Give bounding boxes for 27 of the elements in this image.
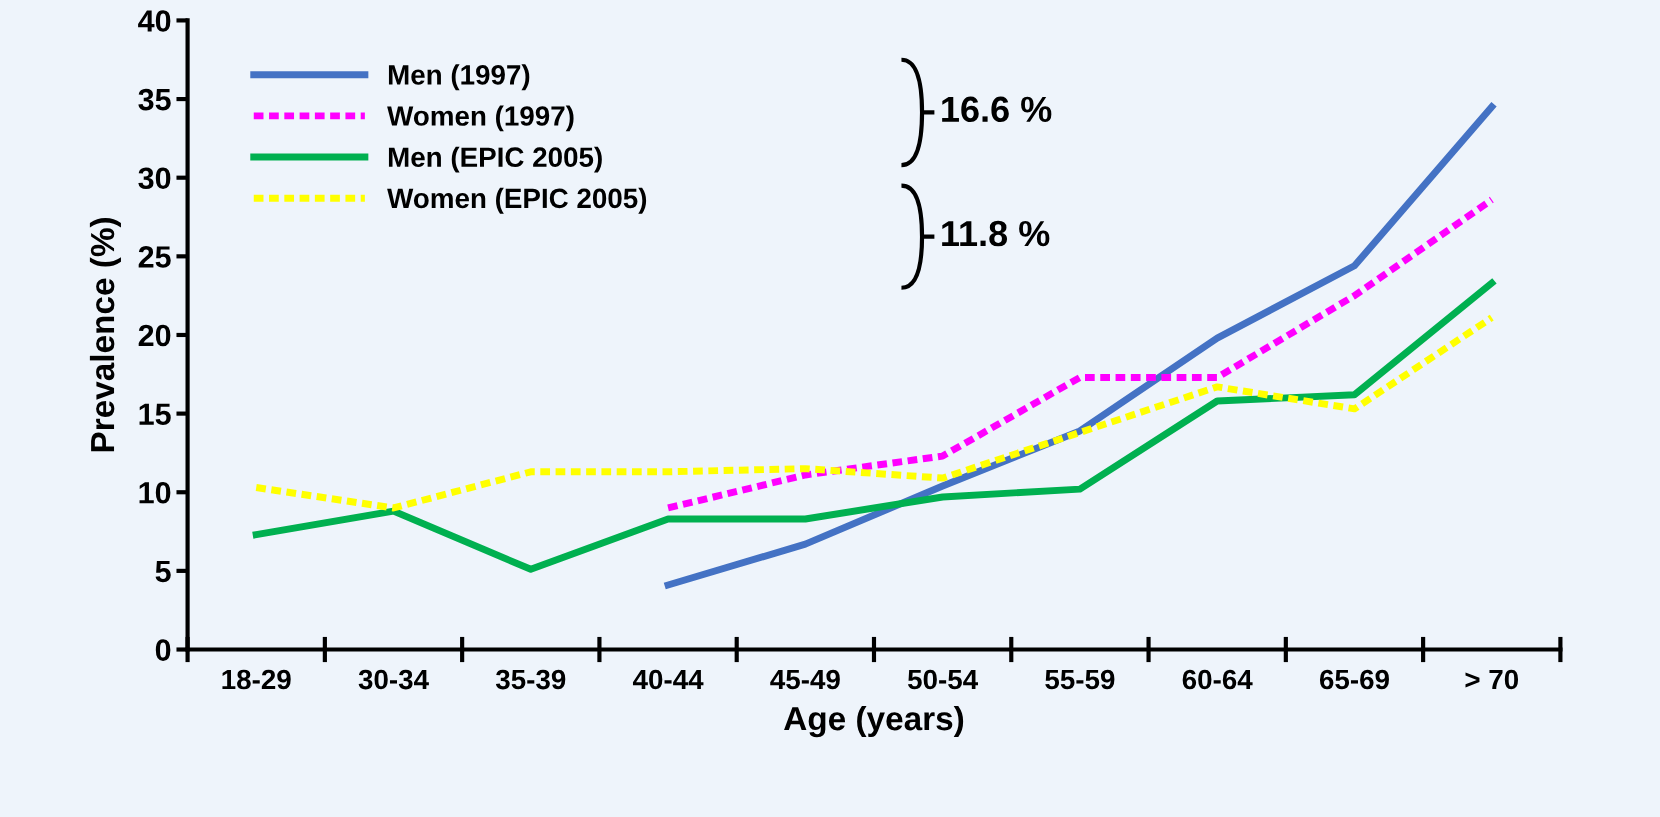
y-tick-label: 20 [138,324,171,347]
y-tick-label: 30 [138,167,171,190]
y-tick-label: 25 [138,246,171,268]
annotation: 11.8 % [942,220,1050,247]
y-tick-label: 15 [139,403,171,425]
x-tick-label: 50-54 [907,669,979,690]
x-tick-label: 60-64 [1182,669,1253,690]
x-tick-label: 40-44 [632,669,704,690]
legend-label: Women (1997) [387,105,574,132]
y-tick-label: 5 [155,560,171,583]
y-tick-label: 35 [138,88,171,111]
y-axis-title: Prevalence (%) [89,218,121,452]
x-tick-label: 55-59 [1045,669,1115,690]
x-tick-label: > 70 [1465,669,1519,690]
x-axis-title: Age (years) [784,705,964,738]
y-tick-label: 0 [155,639,171,661]
annotation: 16.6 % [942,96,1052,123]
x-tick-label: 65-69 [1319,669,1389,690]
x-tick-label: 30-34 [358,669,429,690]
x-tick-label: 18-29 [222,669,291,690]
x-tick-label: 45-49 [770,669,840,690]
legend-label: Women (EPIC 2005) [387,187,647,214]
legend-label: Men (1997) [388,64,530,91]
x-tick-label: 35-39 [495,669,566,690]
y-tick-label: 10 [139,481,171,504]
y-tick-label: 40 [138,10,171,32]
legend-label: Men (EPIC 2005) [388,146,602,173]
